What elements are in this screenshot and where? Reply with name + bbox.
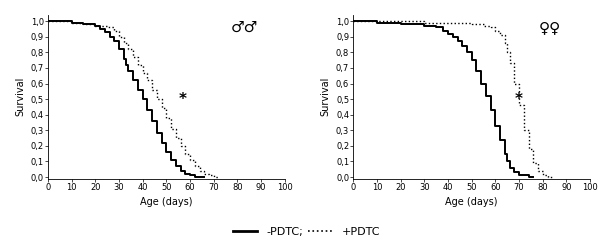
Text: ♂♂: ♂♂ [231, 20, 258, 35]
Y-axis label: Survival: Survival [321, 77, 330, 117]
Legend: -PDTC;, +PDTC: -PDTC;, +PDTC [228, 223, 385, 242]
Text: *: * [515, 92, 523, 107]
Text: *: * [179, 92, 187, 107]
X-axis label: Age (days): Age (days) [446, 197, 498, 207]
Text: ♀♀: ♀♀ [539, 20, 561, 35]
Y-axis label: Survival: Survival [15, 77, 25, 117]
X-axis label: Age (days): Age (days) [140, 197, 192, 207]
